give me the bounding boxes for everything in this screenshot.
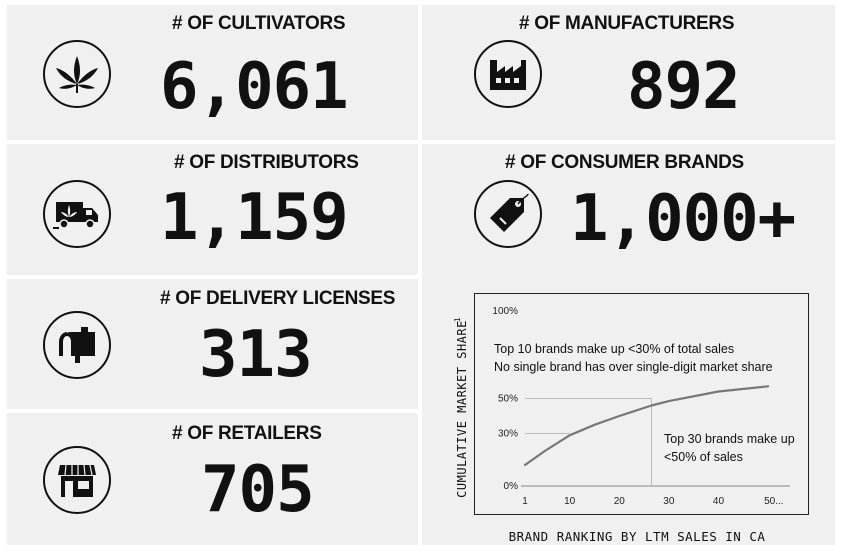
distributors-title: # OF DISTRIBUTORS [174, 152, 359, 173]
consumer-brands-title: # OF CONSUMER BRANDS [505, 152, 744, 173]
factory-icon [474, 40, 542, 108]
chart-frame [474, 293, 809, 515]
cultivators-count: 6,061 [160, 50, 349, 124]
consumer-brands-count: 1,000+ [570, 182, 796, 256]
delivery-licenses-count: 313 [199, 318, 313, 392]
price-tag-icon [474, 180, 542, 248]
delivery-truck-icon [43, 180, 111, 248]
manufacturers-title: # OF MANUFACTURERS [519, 13, 735, 34]
distributors-count: 1,159 [160, 181, 349, 255]
cultivators-title: # OF CULTIVATORS [172, 13, 346, 34]
mailbox-icon [43, 311, 111, 379]
storefront-icon [43, 446, 111, 514]
retailers-count: 705 [201, 453, 315, 527]
manufacturers-count: 892 [627, 50, 741, 124]
retailers-title: # OF RETAILERS [172, 423, 322, 444]
cannabis-leaf-icon [43, 40, 111, 108]
delivery-licenses-title: # OF DELIVERY LICENSES [160, 288, 396, 309]
